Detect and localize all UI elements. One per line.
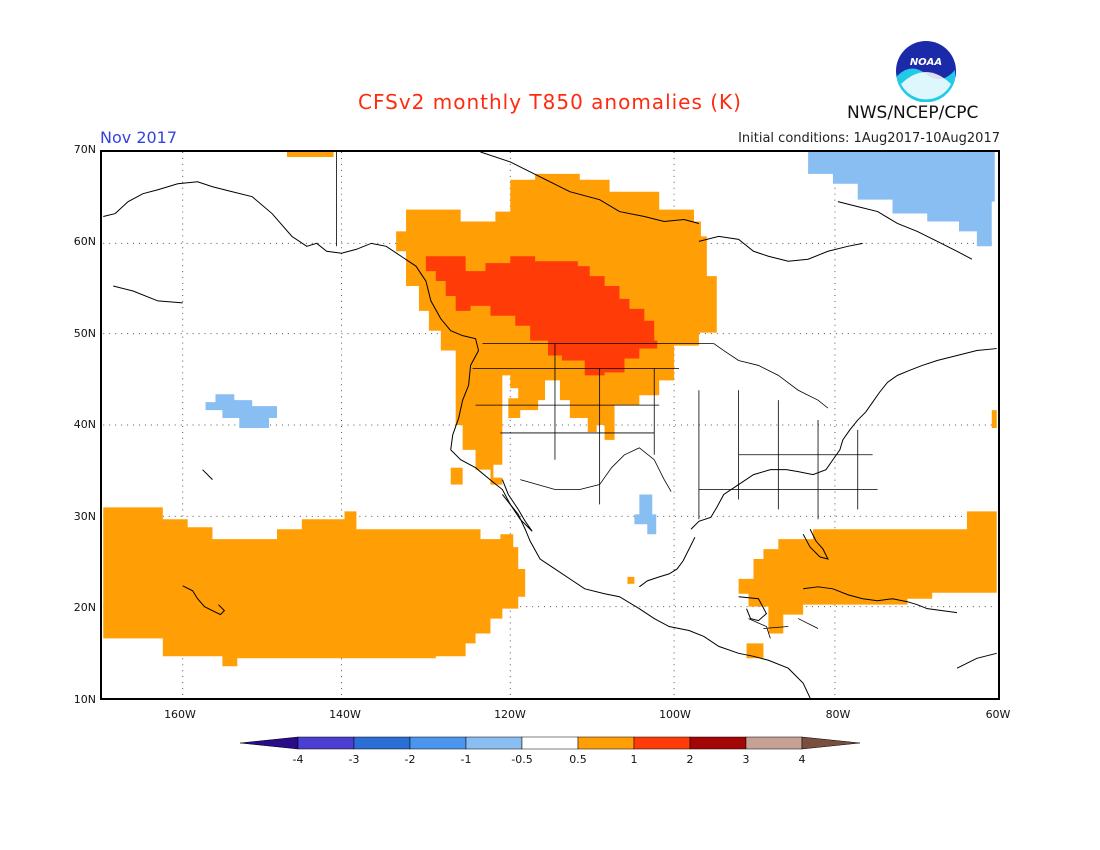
lon-label: 80W xyxy=(825,708,851,721)
colorbar-segment xyxy=(409,736,467,750)
colorbar-label: -1 xyxy=(460,753,472,766)
colorbar-label: -3 xyxy=(348,753,360,766)
lon-label: 140W xyxy=(329,708,361,721)
lon-label: 100W xyxy=(659,708,691,721)
colorbar-segment xyxy=(577,736,635,750)
lat-label: 70N xyxy=(73,143,96,156)
colorbar-arrow-left xyxy=(239,736,299,750)
political-borders xyxy=(336,152,878,639)
lon-label: 60W xyxy=(985,708,1011,721)
map-title: CFSv2 monthly T850 anomalies (K) xyxy=(358,90,742,114)
lat-label: 30N xyxy=(73,510,96,523)
colorbar-segment xyxy=(465,736,523,750)
colorbar-label: -0.5 xyxy=(511,753,533,766)
colorbar-segment xyxy=(297,736,355,750)
lat-label: 60N xyxy=(73,235,96,248)
noaa-logo-text: NOAA xyxy=(910,57,942,68)
colorbar-label: -2 xyxy=(404,753,416,766)
lat-label: 50N xyxy=(73,327,96,340)
colorbar-segment xyxy=(633,736,691,750)
colorbar-label: 3 xyxy=(742,753,750,766)
noaa-logo: NOAA xyxy=(895,40,957,103)
anomaly-moderate-warm xyxy=(425,256,658,376)
initial-conditions-label: Initial conditions: 1Aug2017-10Aug2017 xyxy=(738,131,1000,146)
colorbar-label: 0.5 xyxy=(569,753,587,766)
lat-label: 10N xyxy=(73,693,96,706)
anomaly-weak-cold xyxy=(205,152,995,535)
anomaly-map xyxy=(100,150,1000,700)
colorbar-arrow-right xyxy=(801,736,861,750)
lon-label: 120W xyxy=(494,708,526,721)
colorbar-segment xyxy=(521,736,579,750)
colorbar-label: 2 xyxy=(686,753,694,766)
colorbar-label: 1 xyxy=(630,753,638,766)
colorbar-segment xyxy=(353,736,411,750)
lat-label: 40N xyxy=(73,418,96,431)
valid-month-label: Nov 2017 xyxy=(100,128,178,147)
colorbar-label: 4 xyxy=(798,753,806,766)
agency-label: NWS/NCEP/CPC xyxy=(847,103,979,123)
colorbar xyxy=(239,735,862,755)
lon-label: 160W xyxy=(164,708,196,721)
lat-label: 20N xyxy=(73,601,96,614)
colorbar-segment xyxy=(689,736,747,750)
colorbar-segment xyxy=(745,736,803,750)
colorbar-label: -4 xyxy=(292,753,304,766)
